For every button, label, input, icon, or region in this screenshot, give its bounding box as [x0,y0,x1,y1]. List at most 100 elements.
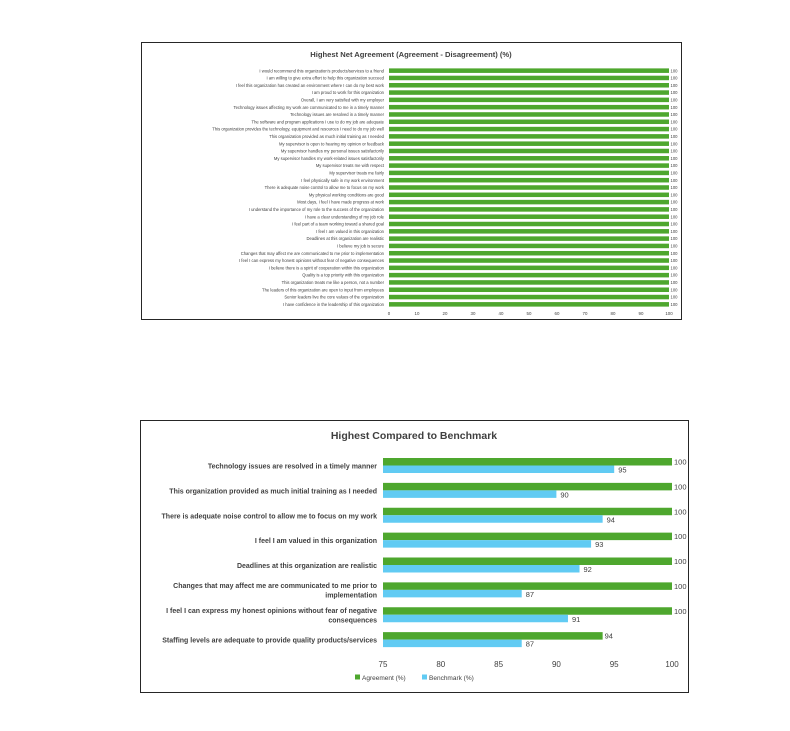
x-tick-label: 40 [499,311,504,316]
agreement-bar [383,557,672,565]
x-tick-label: 30 [471,311,476,316]
data-label: 100 [671,200,679,205]
category-label: Technology issues are resolved in a time… [208,464,377,471]
x-tick-label: 80 [611,311,616,316]
agreement-data-label: 100 [674,557,687,566]
data-label: 100 [671,244,679,249]
agreement-data-label: 100 [674,532,687,541]
category-label: I have a clear understanding of my job r… [305,214,385,219]
category-label: This organization provided as much initi… [269,134,384,139]
data-label: 100 [671,236,679,241]
category-label-line: I feel I can express my honest opinions … [166,608,377,615]
bar [389,258,669,263]
category-label: Deadlines at this organization are reali… [306,236,384,241]
category-label: My supervisor treats me fairly [329,170,385,175]
data-label: 100 [671,83,679,88]
bar [389,250,669,256]
data-label: 100 [671,90,679,95]
bar [389,141,669,146]
category-label: Senior leaders live the core values of t… [284,295,384,300]
category-label-line: Staffing levels are adequate to provide … [162,638,377,645]
category-label: Staffing levels are adequate to provide … [162,638,377,645]
category-label: My supervisor is open to hearing my opin… [279,141,385,146]
benchmark-bar [383,565,580,573]
category-label-line: There is adequate noise control to allow… [162,513,378,520]
category-label: This organization treats me like a perso… [282,280,385,285]
chart-title: Highest Compared to Benchmark [331,430,497,442]
category-label-line: implementation [325,593,377,600]
category-label-line: Deadlines at this organization are reali… [237,563,377,570]
bar [389,221,669,227]
x-tick-label: 20 [443,311,448,316]
category-label-line: consequences [328,618,377,625]
category-label: Overall, I am very satisfied with my emp… [301,97,385,102]
benchmark-chart-panel: Highest Compared to Benchmark Technology … [140,420,689,693]
category-label: There is adequate noise control to allow… [265,185,385,190]
category-label: I feel I am valued in this organization [316,229,385,234]
bar [389,272,669,278]
category-label: I feel I am valued in this organization [255,538,377,545]
data-label: 100 [671,295,679,300]
category-label: I feel this organization has created an … [236,83,385,88]
data-label: 100 [671,192,679,197]
bar [389,280,669,285]
category-label: There is adequate noise control to allow… [162,513,378,520]
data-label: 100 [671,112,679,117]
legend-swatch-agreement [355,674,360,680]
benchmark-data-label: 90 [560,490,568,499]
category-label: The leaders of this organization are ope… [262,287,384,292]
agreement-bar [383,632,603,640]
benchmark-data-label: 92 [584,565,592,574]
agreement-bar [383,532,672,541]
agreement-data-label: 100 [674,458,687,467]
x-tick-label: 90 [639,311,644,316]
bar [389,199,669,205]
data-label: 100 [671,141,679,146]
x-tick-label: 95 [610,660,619,669]
benchmark-data-label: 87 [526,590,534,599]
bar [389,294,669,300]
category-label: I feel I can express my honest opinions … [166,608,377,625]
category-label-line: I feel I am valued in this organization [255,538,377,545]
x-tick-label: 50 [527,311,532,316]
x-tick-label: 70 [583,311,588,316]
data-label: 100 [671,302,679,307]
benchmark-bar [383,465,615,473]
bar [389,236,669,241]
data-label: 100 [671,170,679,175]
data-label: 100 [671,265,679,270]
category-label: I would recommend this organization's pr… [259,68,384,73]
agreement-bar [383,458,672,466]
bar [389,148,669,154]
category-label: I feel I can express my honest opinions … [239,258,384,263]
category-label: Changes that may affect me are communica… [173,583,377,600]
data-label: 100 [671,76,679,81]
legend-swatch-benchmark [422,674,427,680]
agreement-data-label: 100 [674,582,687,591]
bar [389,265,669,271]
data-label: 100 [671,280,679,285]
bar [389,177,669,183]
benchmark-data-label: 93 [595,540,603,549]
data-label: 100 [671,134,679,139]
category-label: I am proud to work for this organization [312,90,385,95]
bar [389,243,669,249]
data-label: 100 [671,258,679,263]
agreement-data-label: 94 [605,632,613,641]
x-tick-label: 100 [665,660,679,669]
category-label: My supervisor handles my work-related is… [274,156,385,161]
bar [389,170,669,176]
benchmark-data-label: 87 [526,640,534,649]
category-label: My supervisor handles my personal issues… [281,149,385,154]
agreement-bar [383,482,672,491]
bar [389,126,669,132]
x-tick-label: 80 [436,660,445,669]
data-label: 100 [671,185,679,190]
category-label-line: Technology issues are resolved in a time… [208,464,377,471]
data-label: 100 [671,273,679,278]
bar [389,90,669,95]
benchmark-bar [383,490,557,498]
bar [389,134,669,139]
x-tick-label: 0 [388,311,391,316]
category-label: Most days, I feel I have made progress a… [297,200,385,205]
